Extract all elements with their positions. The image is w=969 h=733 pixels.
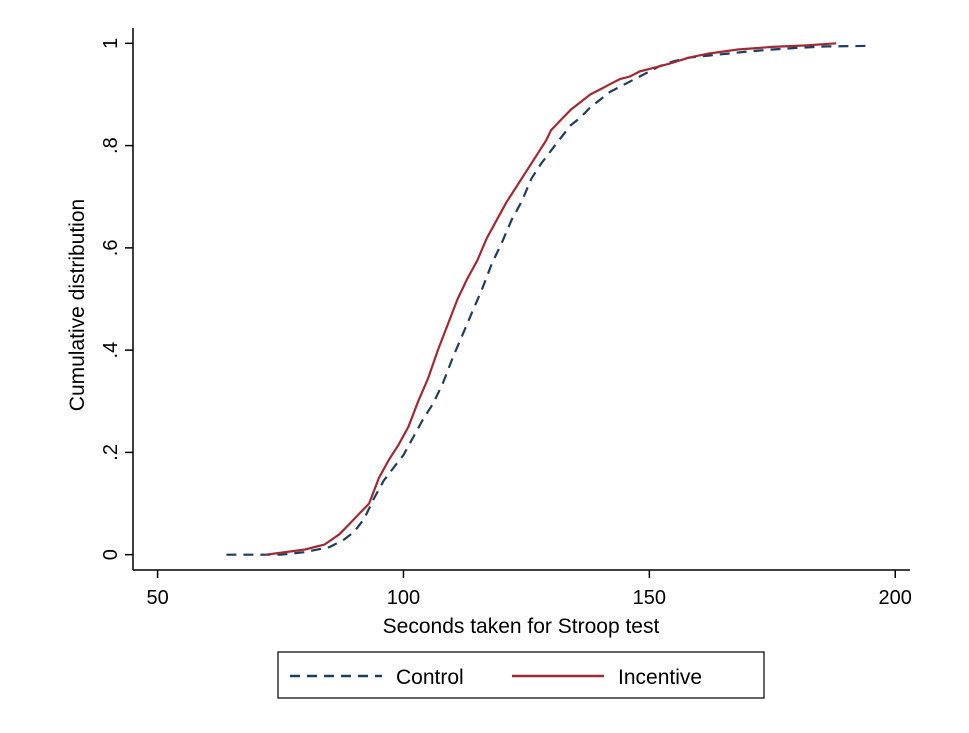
series-line-incentive <box>265 42 837 556</box>
legend-label-incentive: Incentive <box>618 666 702 689</box>
x-tick-label: 100 <box>387 587 420 609</box>
y-tick-label: 0 <box>100 549 122 560</box>
legend: Control Incentive <box>277 651 765 699</box>
series-layer <box>226 42 871 556</box>
y-tick-label: .4 <box>100 342 122 359</box>
legend-label-control: Control <box>396 666 464 689</box>
x-tick-label: 50 <box>146 587 168 609</box>
y-tick-label: .6 <box>100 240 122 257</box>
axes-layer: 50 100 150 200 0 .2 .4 .6 .8 1 <box>100 28 912 609</box>
y-tick-label: .8 <box>100 137 122 154</box>
x-axis-title: Seconds taken for Stroop test <box>383 615 660 638</box>
x-ticks: 50 100 150 200 <box>146 570 912 609</box>
y-ticks: 0 .2 .4 .6 .8 1 <box>100 38 133 560</box>
x-tick-label: 200 <box>879 587 912 609</box>
y-axis-title: Cumulative distribution <box>66 199 89 411</box>
x-tick-label: 150 <box>633 587 666 609</box>
y-tick-label: 1 <box>100 38 122 49</box>
y-tick-label: .2 <box>100 444 122 461</box>
